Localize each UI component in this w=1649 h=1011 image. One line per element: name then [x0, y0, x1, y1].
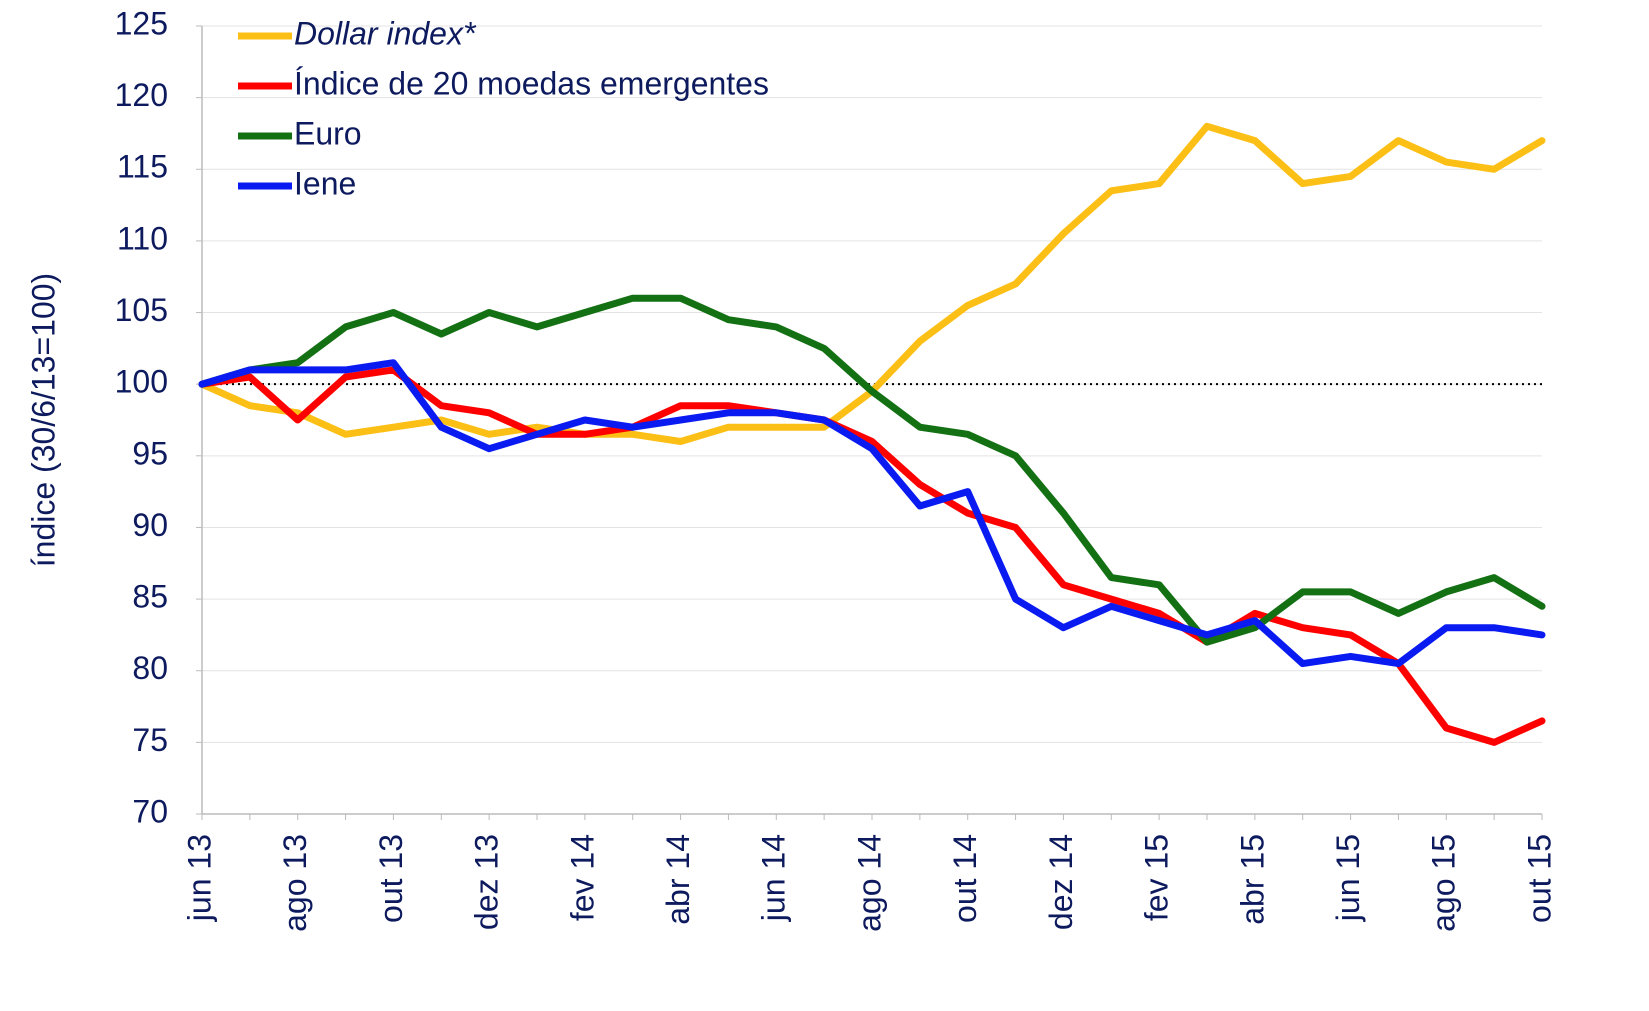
- legend-label: Euro: [294, 115, 362, 151]
- y-tick-label: 90: [132, 507, 168, 543]
- x-tick-label: fev 15: [1139, 834, 1175, 921]
- y-tick-label: 75: [132, 722, 168, 758]
- x-tick-label: dez 14: [1043, 834, 1079, 930]
- legend-label: Dollar index*: [294, 15, 477, 51]
- x-tick-label: abr 14: [660, 834, 696, 925]
- y-tick-label: 110: [117, 220, 168, 256]
- y-tick-label: 100: [115, 364, 168, 400]
- legend-label: Iene: [294, 165, 356, 201]
- series-line: [198, 366, 1546, 746]
- x-tick-label: out 15: [1521, 834, 1557, 923]
- series-line: [198, 294, 1546, 646]
- x-tick-label: ago 14: [851, 834, 887, 932]
- x-tick-label: jun 13: [181, 834, 217, 922]
- x-tick-label: fev 14: [564, 834, 600, 921]
- y-tick-label: 85: [132, 579, 168, 615]
- y-tick-label: 115: [117, 149, 168, 185]
- y-tick-label: 80: [132, 650, 168, 686]
- y-tick-label: 120: [115, 77, 168, 113]
- y-tick-label: 125: [115, 5, 168, 41]
- y-tick-label: 95: [132, 435, 168, 471]
- x-tick-label: out 14: [947, 834, 983, 923]
- legend-label: Índice de 20 moedas emergentes: [294, 65, 769, 101]
- x-tick-label: jun 15: [1330, 834, 1366, 922]
- x-tick-label: ago 15: [1426, 834, 1462, 932]
- series-line: [198, 359, 1546, 668]
- y-tick-label: 105: [115, 292, 168, 328]
- x-tick-label: ago 13: [277, 834, 313, 932]
- x-tick-label: abr 15: [1234, 834, 1270, 925]
- x-tick-label: dez 13: [469, 834, 505, 930]
- x-tick-label: jun 14: [756, 834, 792, 922]
- y-tick-label: 70: [132, 793, 168, 829]
- x-tick-label: out 13: [373, 834, 409, 923]
- y-axis-label: índice (30/6/13=100): [25, 273, 61, 567]
